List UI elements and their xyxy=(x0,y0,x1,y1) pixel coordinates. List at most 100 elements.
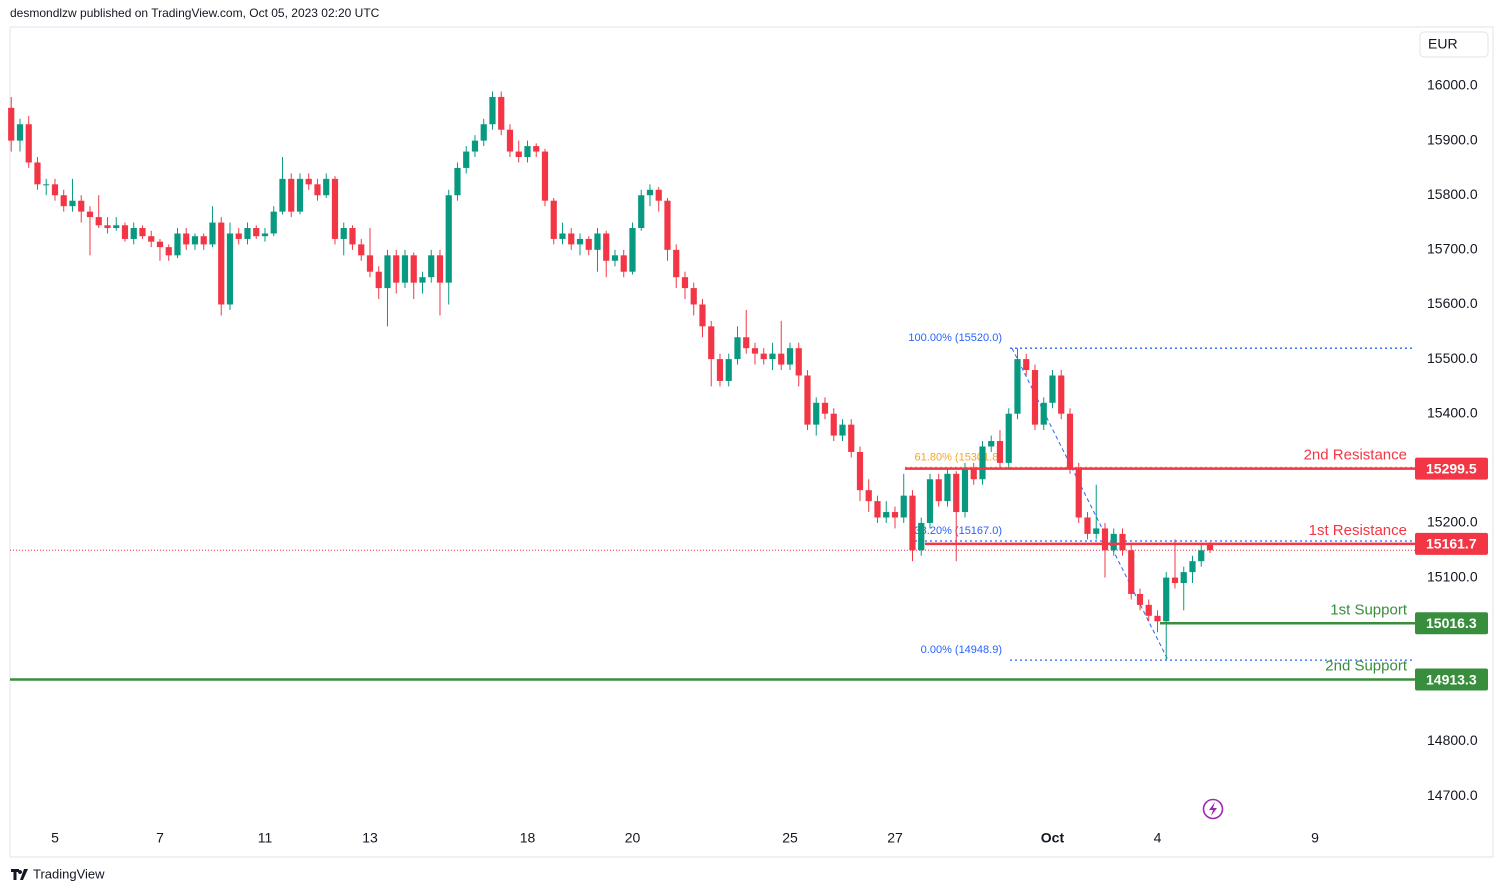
level-name: 2nd Resistance xyxy=(1304,447,1407,464)
candle-body xyxy=(725,359,732,381)
candle-body xyxy=(629,228,636,272)
y-tick-label: 14700.0 xyxy=(1427,787,1478,803)
candle-body xyxy=(183,233,190,245)
currency: EUR xyxy=(1428,36,1458,52)
candle-body xyxy=(25,124,32,163)
x-tick-label: 5 xyxy=(51,830,59,846)
candle-body xyxy=(734,337,741,360)
x-tick-label: 4 xyxy=(1154,830,1162,846)
candle-body xyxy=(778,353,785,365)
candle-body xyxy=(463,151,470,168)
candle-body xyxy=(314,184,321,196)
candle-body xyxy=(174,233,181,256)
level-price: 14913.3 xyxy=(1426,671,1477,687)
candle-body xyxy=(559,233,566,239)
candle-body xyxy=(603,233,610,261)
candle-body xyxy=(1128,550,1135,594)
candle-body xyxy=(244,228,251,239)
alert-icon[interactable] xyxy=(1202,798,1224,820)
candle-body xyxy=(585,238,592,250)
x-tick-label: 13 xyxy=(362,830,378,846)
currency-box[interactable] xyxy=(1419,31,1489,58)
candle-body xyxy=(1119,533,1126,551)
y-tick-label: 16000.0 xyxy=(1427,77,1478,93)
candle-body xyxy=(366,255,374,272)
candle-body xyxy=(436,255,444,283)
level-price: 15299.5 xyxy=(1426,460,1477,476)
candle-body xyxy=(51,184,59,196)
candle-body xyxy=(104,225,111,229)
level-price-box xyxy=(1415,532,1488,555)
candle-body xyxy=(86,211,94,218)
candle-body xyxy=(961,468,969,513)
candle-body xyxy=(821,402,829,414)
x-tick-label: 7 xyxy=(156,830,164,846)
fib-label: 61.80% (15301.8) xyxy=(915,451,1002,463)
candle-body xyxy=(445,195,452,283)
candle-body xyxy=(1058,375,1065,414)
y-tick-label: 15100.0 xyxy=(1427,568,1478,584)
candle-body xyxy=(323,178,330,196)
header-text: desmondlzw published on TradingView.com,… xyxy=(10,6,380,20)
candle-body xyxy=(1136,593,1144,605)
candle-body xyxy=(638,195,645,229)
candle-body xyxy=(279,178,286,212)
candle-body xyxy=(261,233,269,237)
candle-body xyxy=(830,413,837,436)
candle-body xyxy=(769,353,776,360)
candle-body xyxy=(1066,413,1074,469)
fib-label: 38.20% (15167.0) xyxy=(915,525,1002,537)
candle-body xyxy=(839,424,846,436)
x-tick-label: Oct xyxy=(1041,830,1065,846)
candle-body xyxy=(200,236,207,245)
candle-body xyxy=(611,255,619,261)
candle-body xyxy=(883,512,890,518)
candle-body xyxy=(568,233,575,245)
candle-body xyxy=(1023,359,1030,371)
candle-body xyxy=(953,473,960,513)
candle-body xyxy=(1075,468,1082,518)
candle-body xyxy=(296,178,304,212)
candle-body xyxy=(524,146,531,158)
candle-body xyxy=(191,236,199,245)
candle-body xyxy=(95,217,102,226)
candle-body xyxy=(410,255,417,283)
candle-body xyxy=(209,222,216,245)
candle-body xyxy=(1206,544,1214,551)
candle-body xyxy=(918,522,925,551)
candle-body xyxy=(331,178,339,239)
candle-body xyxy=(743,337,750,349)
candle-body xyxy=(156,241,164,248)
candle-body xyxy=(515,151,522,158)
candle-body xyxy=(926,479,934,523)
y-tick-label: 15400.0 xyxy=(1427,404,1478,420)
candle-body xyxy=(8,107,15,141)
candle-body xyxy=(1101,528,1109,551)
candle-body xyxy=(253,228,260,237)
candle-body xyxy=(550,200,557,239)
candle-body xyxy=(130,228,137,239)
candle-body xyxy=(305,178,312,185)
candle-body xyxy=(375,271,382,289)
candle-body xyxy=(655,189,662,201)
candle-body xyxy=(1005,413,1012,463)
candle-body xyxy=(340,228,347,239)
candle-body xyxy=(804,375,811,425)
candle-body xyxy=(708,326,715,360)
y-tick-label: 15600.0 xyxy=(1427,295,1478,311)
footer-brand: TradingView xyxy=(33,866,105,881)
candle-body xyxy=(349,228,356,245)
level-name: 1st Support xyxy=(1330,601,1408,618)
fib-label: 100.00% (15520.0) xyxy=(908,332,1002,344)
candle-body xyxy=(1093,528,1100,534)
candle-body xyxy=(419,277,426,283)
candle-body xyxy=(1189,561,1196,573)
x-tick-label: 18 xyxy=(520,830,536,846)
candle-body xyxy=(480,124,487,141)
candle-body xyxy=(673,249,680,278)
candle-body xyxy=(1145,604,1152,616)
candle-body xyxy=(384,255,391,289)
candle-body xyxy=(498,96,505,130)
candle-body xyxy=(1049,375,1056,403)
